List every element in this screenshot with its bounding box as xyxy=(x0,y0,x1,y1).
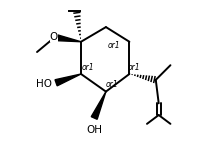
Text: or1: or1 xyxy=(82,63,94,72)
Text: HO: HO xyxy=(36,79,52,89)
Text: OH: OH xyxy=(86,125,102,135)
Text: or1: or1 xyxy=(127,63,140,72)
Polygon shape xyxy=(55,74,81,86)
Text: O: O xyxy=(50,32,58,42)
Text: or1: or1 xyxy=(105,81,118,90)
Polygon shape xyxy=(54,34,81,42)
Polygon shape xyxy=(91,92,106,119)
Text: or1: or1 xyxy=(108,41,121,50)
